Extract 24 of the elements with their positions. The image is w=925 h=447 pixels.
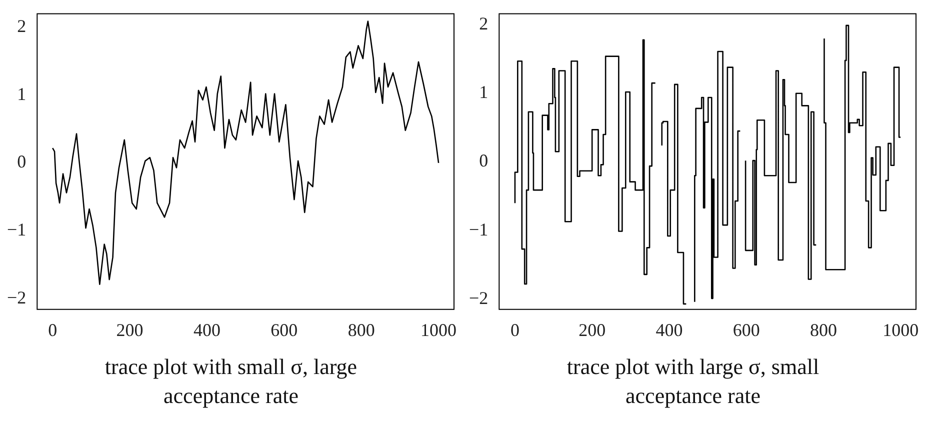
x-tick-label: 1000 — [882, 320, 919, 340]
x-tick-label: 0 — [48, 320, 58, 340]
x-tick-label: 400 — [193, 320, 220, 340]
x-tick-label: 800 — [810, 320, 837, 340]
y-tick-label: −2 — [468, 288, 488, 308]
x-tick-label: 0 — [510, 320, 520, 340]
y-tick-label: 1 — [479, 82, 488, 102]
x-tick-label: 400 — [656, 320, 683, 340]
y-tick-label: −1 — [6, 219, 26, 240]
x-axis-title: trace plot with large σ, small acceptance rate — [566, 353, 820, 410]
y-tick-label: −2 — [6, 287, 26, 308]
y-tick-label: 0 — [17, 152, 26, 172]
x-tick-label: 200 — [116, 320, 144, 340]
x-axis-title: trace plot with small σ, large acceptance rate — [104, 353, 358, 410]
y-tick-label: −1 — [468, 219, 488, 240]
x-tick-label: 800 — [348, 320, 375, 340]
x-tick-label: 600 — [270, 320, 298, 340]
y-tick-label: 1 — [17, 84, 26, 104]
y-tick-label: 0 — [479, 150, 488, 171]
x-tick-label: 1000 — [420, 320, 457, 340]
y-tick-label: 2 — [479, 14, 488, 34]
x-tick-label: 600 — [732, 320, 760, 340]
x-tick-label: 200 — [578, 320, 606, 340]
y-tick-label: 2 — [17, 16, 26, 36]
